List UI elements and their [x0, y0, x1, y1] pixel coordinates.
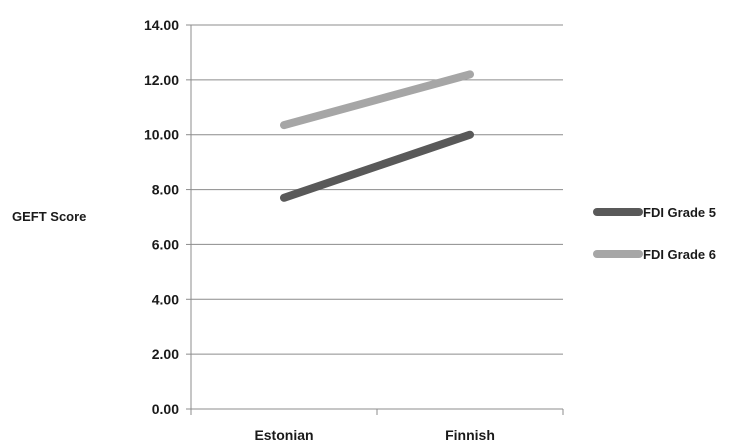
y-tick-label: 8.00	[152, 182, 179, 198]
gridlines	[186, 24, 563, 410]
legend: FDI Grade 5 FDI Grade 6	[593, 205, 716, 262]
y-tick-label: 4.00	[152, 291, 179, 307]
y-tick-label: 0.00	[152, 401, 179, 417]
y-axis-title: GEFT Score	[12, 209, 86, 224]
legend-label: FDI Grade 6	[643, 247, 716, 262]
x-tick-labels: Estonian Finnish	[254, 427, 494, 443]
y-tick-label: 2.00	[152, 346, 179, 362]
y-tick-label: 6.00	[152, 236, 179, 252]
x-tick-label: Finnish	[445, 427, 495, 443]
series-lines	[280, 70, 474, 202]
y-tick-labels: 0.00 2.00 4.00 6.00 8.00 10.00 12.00 14.00	[144, 17, 179, 417]
legend-label: FDI Grade 5	[643, 205, 716, 220]
series-line-1	[280, 130, 474, 202]
y-tick-label: 14.00	[144, 17, 179, 33]
y-tick-label: 12.00	[144, 72, 179, 88]
series-line-2	[280, 70, 474, 130]
y-tick-label: 10.00	[144, 127, 179, 143]
axes	[190, 25, 564, 415]
x-tick-label: Estonian	[254, 427, 313, 443]
